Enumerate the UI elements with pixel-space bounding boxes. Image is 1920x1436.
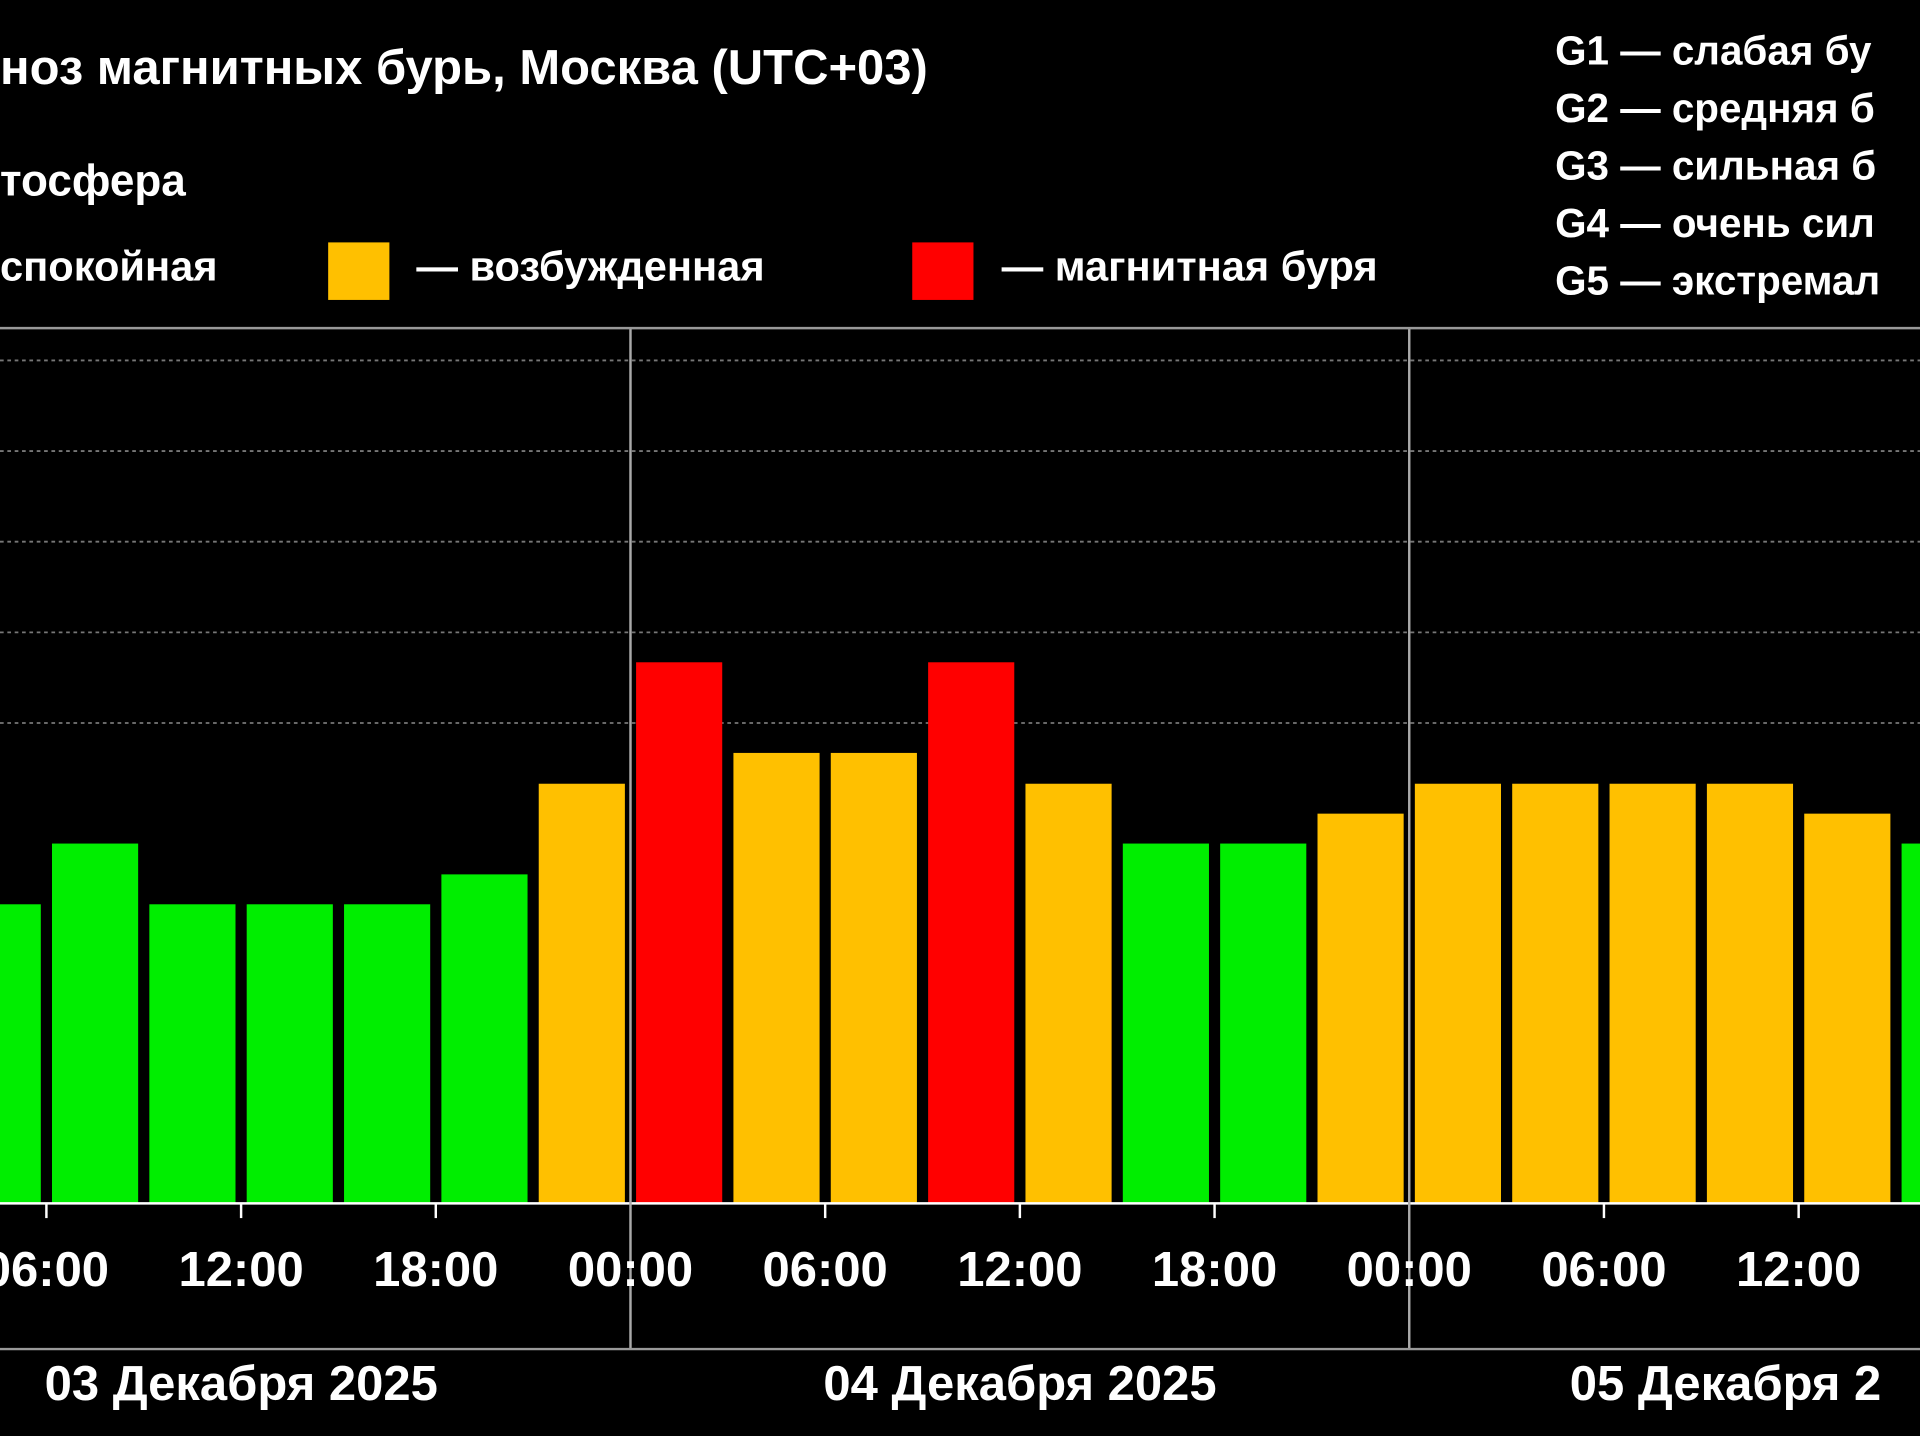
legend-swatch (912, 242, 974, 300)
x-tick-label: 18:00 (1152, 1243, 1277, 1297)
bar (0, 904, 41, 1204)
legend-swatch (328, 242, 390, 300)
day-label: 03 Декабря 2025 (45, 1357, 438, 1411)
bar (1317, 813, 1404, 1204)
bar (1220, 843, 1307, 1204)
x-tick-label: 00:00 (1347, 1243, 1472, 1297)
legend-label: — магнитная буря (1002, 242, 1378, 289)
legend-label: — возбужденная (416, 242, 764, 289)
bars (0, 662, 1920, 1204)
bar (1512, 783, 1599, 1204)
scale-note: G3 — сильная б (1555, 143, 1876, 189)
x-tick-label: 12:00 (178, 1243, 303, 1297)
chart-title: ноз магнитных бурь, Москва (UTC+03) (0, 41, 928, 95)
x-tick-label: 06:00 (763, 1243, 888, 1297)
bar (1706, 783, 1794, 1204)
x-tick-label: 00:00 (568, 1243, 693, 1297)
x-tick-label: 12:00 (1736, 1243, 1861, 1297)
bar (733, 752, 820, 1204)
axes: 06:00 12:00 18:00 00:00 06:00 12:00 18:00 00:00… (0, 328, 1920, 1350)
bar (246, 904, 333, 1204)
bar (1804, 813, 1891, 1204)
bar (1414, 783, 1502, 1204)
bar (1025, 783, 1112, 1204)
bar (1122, 843, 1209, 1204)
bar (636, 662, 723, 1204)
bar (344, 904, 431, 1204)
legend-label: спокойная (0, 242, 218, 289)
x-tick-label: 12:00 (957, 1243, 1082, 1297)
x-tick-label: 18:00 (373, 1243, 498, 1297)
scale-note: G5 — экстремал (1555, 258, 1880, 304)
bar (441, 874, 528, 1204)
bar (51, 843, 139, 1204)
scale-note: G4 — очень сил (1555, 200, 1875, 246)
bar (1609, 783, 1696, 1204)
scale-note: G2 — средняя б (1555, 85, 1875, 131)
x-tick-label: 06:00 (0, 1243, 109, 1297)
x-tick-label: 06:00 (1541, 1243, 1666, 1297)
bar (149, 904, 236, 1204)
bar (538, 783, 625, 1204)
bar (1901, 843, 1920, 1204)
day-label: 05 Декабря 2 (1570, 1357, 1882, 1411)
day-label: 04 Декабря 2025 (823, 1357, 1216, 1411)
chart-subtitle: тосфера (0, 156, 186, 205)
bar (830, 752, 917, 1204)
scale-note: G1 — слабая бу (1555, 28, 1872, 74)
bar (928, 662, 1015, 1204)
